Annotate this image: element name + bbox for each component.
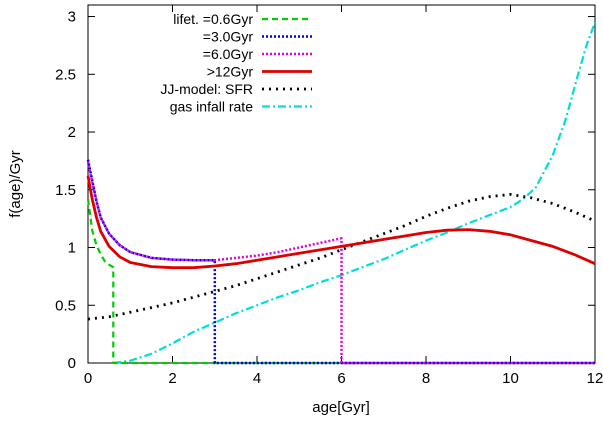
- x-tick-label: 10: [502, 370, 519, 387]
- x-tick-label: 4: [253, 370, 261, 387]
- legend-label: =6.0Gyr: [203, 46, 254, 62]
- x-tick-label: 8: [422, 370, 430, 387]
- series-line: [86, 175, 596, 270]
- y-axis-title: f(age)/Gyr: [7, 150, 24, 218]
- series-layer: [86, 21, 597, 365]
- y-tick-label: 2: [68, 124, 76, 141]
- y-tick-label: 0.5: [55, 297, 76, 314]
- series-line: [86, 161, 595, 365]
- series-line: [87, 193, 596, 321]
- y-tick-label: 1.5: [55, 182, 76, 199]
- x-tick-label: 6: [337, 370, 345, 387]
- y-tick-label: 2.5: [55, 66, 76, 83]
- y-tick-label: 1: [68, 240, 76, 257]
- x-axis-title: age[Gyr]: [312, 399, 370, 416]
- y-tick-label: 0: [68, 355, 76, 372]
- legend-label: JJ-model: SFR: [160, 81, 253, 97]
- legend-label: >12Gyr: [207, 64, 254, 80]
- legend-label: gas infall rate: [170, 99, 253, 115]
- series-line: [86, 198, 595, 365]
- legend-label: =3.0Gyr: [203, 29, 254, 45]
- ticks-layer: 0 2 4 6 8 10 12 0 0.5 1 1.5 2 2.5 3: [55, 5, 603, 387]
- x-tick-label: 12: [587, 370, 603, 387]
- x-tick-label: 0: [84, 370, 92, 387]
- series-line: [113, 21, 597, 365]
- legend-label: lifet. =0.6Gyr: [173, 11, 253, 27]
- legend: lifet. =0.6Gyr =3.0Gyr=6.0Gyr >12GyrJJ-mod…: [160, 11, 312, 115]
- y-tick-label: 3: [68, 9, 76, 26]
- series-line: [86, 159, 595, 365]
- x-tick-label: 2: [168, 370, 176, 387]
